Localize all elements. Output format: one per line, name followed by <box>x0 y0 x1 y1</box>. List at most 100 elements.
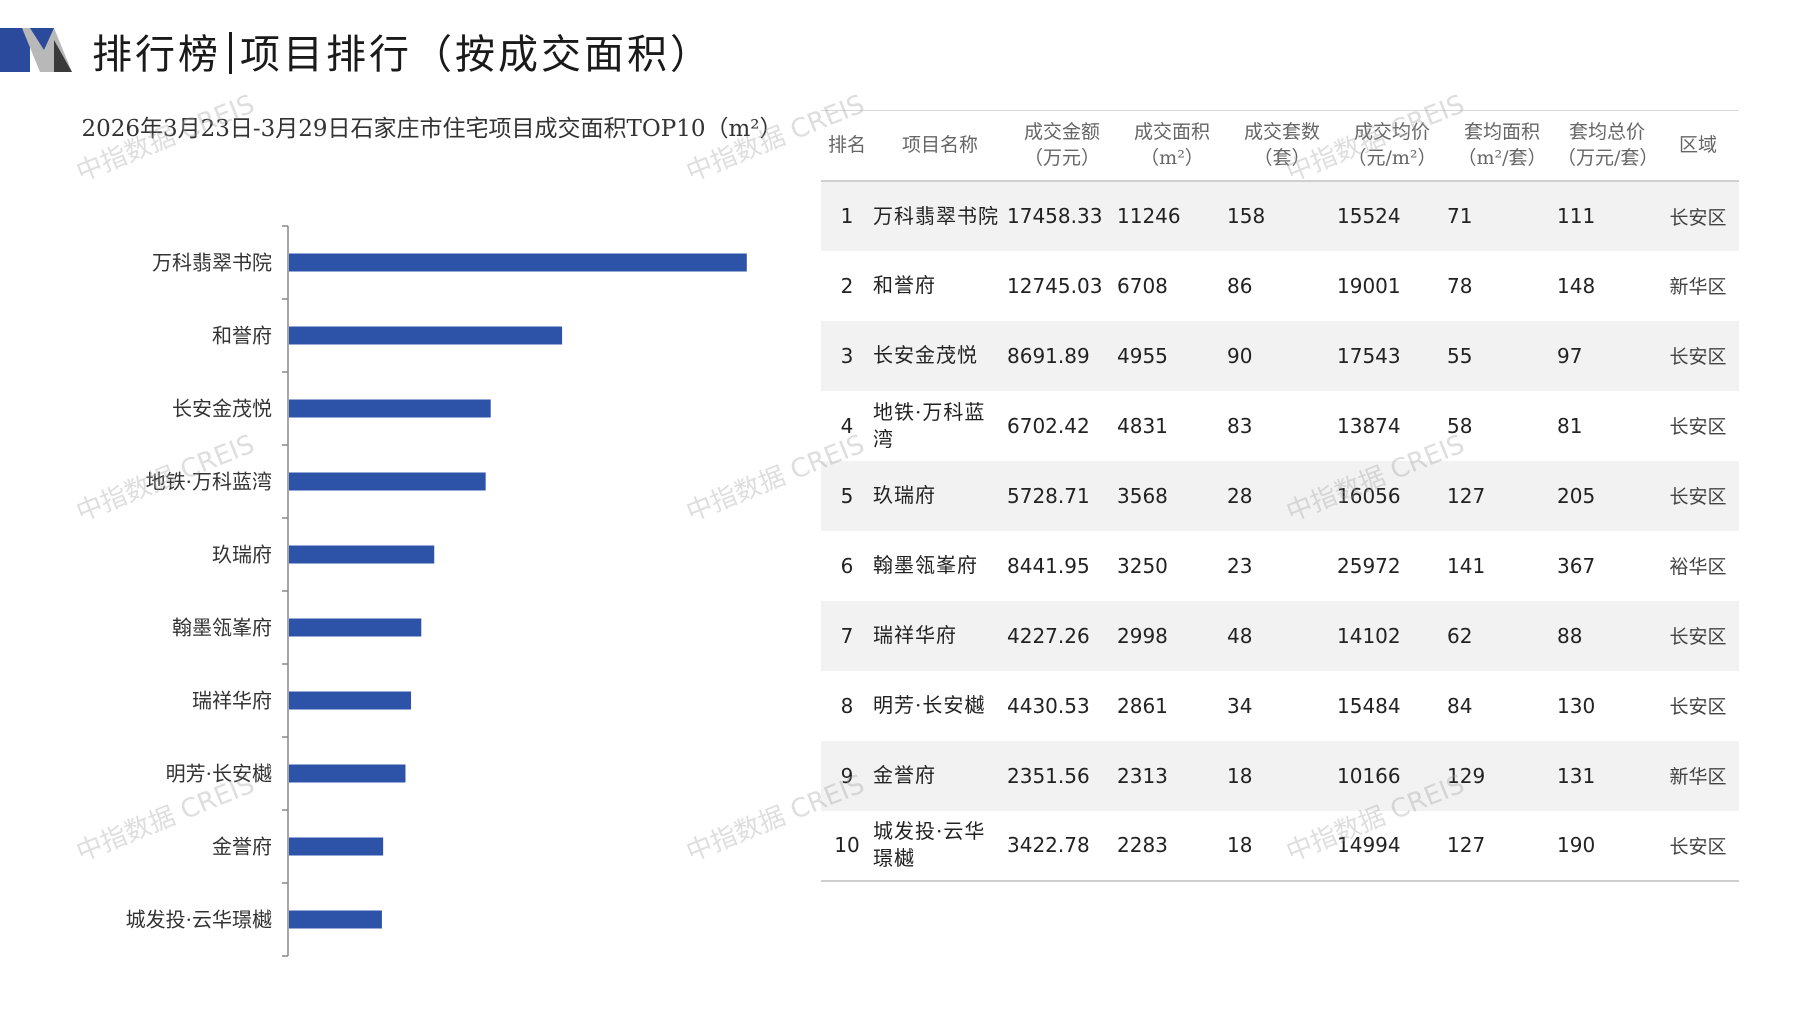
column-header: 成交面积 （m²） <box>1117 111 1227 181</box>
column-header-line: 成交面积 <box>1133 121 1210 144</box>
price-cell: 17543 <box>1337 343 1401 368</box>
project-name-cell: 明芳·长安樾 <box>873 693 986 717</box>
bar <box>289 691 412 710</box>
price-cell: 15484 <box>1337 693 1401 718</box>
project-name-cell: 翰墨瓴峯府 <box>873 553 978 577</box>
column-header-line: （万元） <box>1023 147 1100 170</box>
project-name-cell: 地铁·万科蓝湾 <box>873 399 986 451</box>
district-cell: 长安区 <box>1669 206 1727 229</box>
avg-area-cell: 129 <box>1447 763 1486 788</box>
price-cell: 16056 <box>1337 483 1401 508</box>
rank-cell: 8 <box>840 693 854 718</box>
table-body: 1 万科翡翠书院 17458.33 11246 158 15524 71 111 长安区 2 和誉府… <box>821 180 1739 881</box>
district-cell: 长安区 <box>1669 346 1727 368</box>
table-row: 10 城发投·云华璟樾 3422.78 2283 18 14994 127 190 长安区 <box>821 811 1739 881</box>
title-separator <box>229 32 232 74</box>
column-header-line: （万元/套） <box>1557 147 1659 170</box>
column-header-line: （元/m²） <box>1347 147 1437 170</box>
table-row: 3 长安金茂悦 8691.89 4955 90 17543 55 97 长安区 <box>821 320 1739 391</box>
column-header: 套均面积 （m²/套） <box>1447 111 1557 181</box>
area-cell: 2313 <box>1117 763 1168 788</box>
project-name-cell: 玖瑞府 <box>873 483 936 507</box>
page-title-left: 排行榜 <box>92 32 221 78</box>
avg-total-cell: 81 <box>1557 413 1583 438</box>
table-row: 4 地铁·万科蓝湾 6702.42 4831 83 13874 58 81 长安区 <box>821 391 1739 461</box>
avg-area-cell: 141 <box>1447 553 1486 578</box>
avg-total-cell: 148 <box>1557 273 1596 298</box>
area-cell: 4831 <box>1117 413 1168 438</box>
price-cell: 14102 <box>1337 623 1401 648</box>
column-header-line: （m²/套） <box>1457 147 1547 170</box>
column-header-line: 项目名称 <box>901 134 978 157</box>
column-header: 排名 <box>821 111 873 181</box>
category-label: 长安金茂悦 <box>172 397 272 421</box>
column-header: 成交套数 （套） <box>1227 111 1337 181</box>
column-header-line: 套均面积 <box>1463 121 1540 144</box>
column-header-line: 成交均价 <box>1353 121 1430 144</box>
table-row: 6 翰墨瓴峯府 8441.95 3250 23 25972 141 367 裕华区 <box>821 531 1739 601</box>
district-cell: 长安区 <box>1669 486 1727 508</box>
amount-cell: 6702.42 <box>1007 413 1090 438</box>
amount-cell: 5728.71 <box>1007 483 1090 508</box>
district-cell: 长安区 <box>1669 835 1727 858</box>
category-label: 瑞祥华府 <box>192 689 272 713</box>
bar <box>289 910 382 929</box>
units-cell: 86 <box>1227 273 1253 298</box>
category-label: 翰墨瓴峯府 <box>172 616 272 640</box>
amount-cell: 8441.95 <box>1007 553 1090 578</box>
table-row: 8 明芳·长安樾 4430.53 2861 34 15484 84 130 长安区 <box>821 671 1739 741</box>
avg-total-cell: 111 <box>1557 204 1596 228</box>
avg-area-cell: 62 <box>1447 623 1473 648</box>
district-cell: 长安区 <box>1669 626 1727 648</box>
table-row: 9 金誉府 2351.56 2313 18 10166 129 131 新华区 <box>821 740 1739 811</box>
bar <box>289 472 486 491</box>
rank-cell: 7 <box>840 623 854 648</box>
avg-total-cell: 131 <box>1557 763 1596 788</box>
price-cell: 14994 <box>1337 833 1401 857</box>
rank-cell: 4 <box>840 413 854 438</box>
chart-title: 2026年3月23日-3月29日石家庄市住宅项目成交面积TOP10（m²） <box>81 116 783 142</box>
column-header-line: 区域 <box>1678 134 1717 157</box>
ranking-table: 排名 项目名称 成交金额 （万元） 成交面积 （m²） 成交套数 （套） 成交均价 （元/m²） 套… <box>821 110 1739 882</box>
column-header-line: 套均总价 <box>1568 121 1645 144</box>
avg-area-cell: 84 <box>1447 693 1473 718</box>
area-cell: 4955 <box>1117 343 1168 368</box>
bar <box>289 253 747 272</box>
category-label: 城发投·云华璟樾 <box>126 908 272 932</box>
project-name-cell: 万科翡翠书院 <box>873 203 999 228</box>
avg-area-cell: 71 <box>1447 204 1473 228</box>
category-label: 玖瑞府 <box>212 543 272 567</box>
bar-chart: 万科翡翠书院和誉府长安金茂悦地铁·万科蓝湾玖瑞府翰墨瓴峯府瑞祥华府明芳·长安樾金… <box>126 225 747 957</box>
column-header: 成交均价 （元/m²） <box>1337 111 1447 181</box>
table-row: 7 瑞祥华府 4227.26 2998 48 14102 62 88 长安区 <box>821 600 1739 671</box>
amount-cell: 4430.53 <box>1007 693 1090 718</box>
bar <box>289 764 406 783</box>
units-cell: 158 <box>1227 204 1266 228</box>
units-cell: 28 <box>1227 483 1253 508</box>
avg-total-cell: 190 <box>1557 833 1596 857</box>
district-cell: 长安区 <box>1669 696 1727 718</box>
bar <box>289 399 491 418</box>
price-cell: 25972 <box>1337 553 1401 578</box>
avg-total-cell: 97 <box>1557 343 1583 368</box>
area-cell: 2998 <box>1117 623 1168 648</box>
avg-total-cell: 130 <box>1557 693 1596 718</box>
column-header-line: （套） <box>1253 147 1311 170</box>
district-cell: 新华区 <box>1669 766 1727 788</box>
rank-cell: 3 <box>840 343 854 368</box>
amount-cell: 4227.26 <box>1007 623 1090 648</box>
price-cell: 15524 <box>1337 204 1401 228</box>
category-label: 万科翡翠书院 <box>152 251 272 275</box>
district-cell: 新华区 <box>1669 276 1727 298</box>
area-cell: 3568 <box>1117 483 1168 508</box>
project-name-cell: 城发投·云华璟樾 <box>873 819 986 870</box>
area-cell: 2283 <box>1117 833 1168 857</box>
amount-cell: 12745.03 <box>1007 273 1103 298</box>
units-cell: 18 <box>1227 763 1253 788</box>
units-cell: 83 <box>1227 413 1253 438</box>
page-title-right: 项目排行（按成交面积） <box>240 32 713 78</box>
units-cell: 18 <box>1227 833 1253 857</box>
rank-cell: 5 <box>840 483 854 508</box>
avg-area-cell: 55 <box>1447 343 1473 368</box>
project-name-cell: 瑞祥华府 <box>873 623 957 647</box>
